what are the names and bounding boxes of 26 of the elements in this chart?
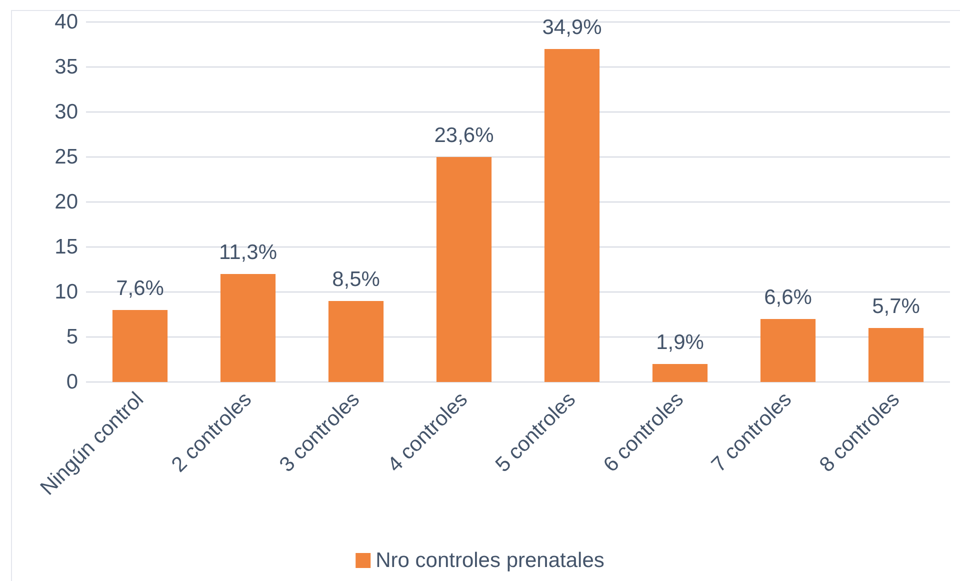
bar: [328, 301, 384, 382]
y-tick-label: 30: [54, 100, 78, 124]
annotation: 23,6%: [434, 124, 494, 147]
annotation: 8,5%: [332, 268, 380, 291]
annotation: 7,6%: [116, 277, 164, 300]
annotation: 34,9%: [542, 16, 602, 39]
y-tick-label: 40: [54, 10, 78, 34]
bar: [112, 310, 168, 382]
bar: [544, 49, 600, 382]
bar: [868, 328, 924, 382]
legend-label: Nro controles prenatales: [376, 549, 604, 572]
y-tick-label: 0: [66, 370, 78, 394]
bar: [652, 364, 708, 382]
annotation: 6,6%: [764, 286, 812, 309]
y-tick-label: 15: [54, 236, 78, 258]
y-tick-label: 5: [66, 326, 78, 348]
bar: [436, 157, 492, 382]
y-tick-label: 35: [54, 56, 78, 78]
y-tick-label: 25: [54, 146, 78, 168]
bar: [760, 319, 816, 382]
annotation: 11,3%: [219, 241, 277, 264]
annotation: 5,7%: [872, 295, 920, 318]
annotation: 1,9%: [656, 331, 704, 354]
bar: [220, 274, 276, 382]
y-tick-label: 10: [54, 280, 78, 304]
y-tick-label: 20: [54, 190, 78, 214]
